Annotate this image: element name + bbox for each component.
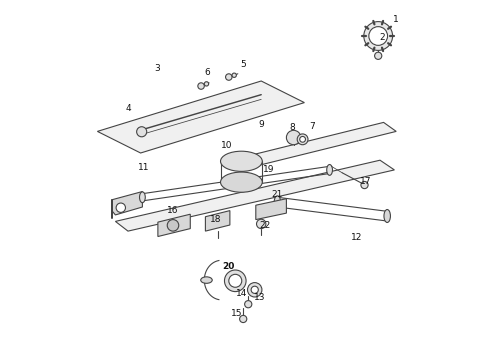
Ellipse shape: [220, 151, 262, 171]
Circle shape: [116, 203, 125, 212]
Text: 5: 5: [240, 60, 246, 69]
Text: 17: 17: [360, 177, 371, 186]
Circle shape: [198, 83, 204, 89]
Circle shape: [369, 27, 388, 45]
Text: 4: 4: [125, 104, 131, 113]
Circle shape: [361, 181, 368, 189]
Ellipse shape: [327, 165, 333, 175]
Circle shape: [364, 22, 392, 50]
Text: 10: 10: [221, 141, 233, 150]
Text: 21: 21: [272, 190, 283, 199]
Text: 20: 20: [222, 262, 235, 271]
Text: 22: 22: [259, 220, 270, 230]
Text: 12: 12: [351, 233, 362, 242]
Circle shape: [286, 130, 301, 145]
Text: 19: 19: [263, 165, 274, 174]
Polygon shape: [256, 199, 286, 220]
Text: 14: 14: [236, 289, 247, 298]
Text: 18: 18: [210, 215, 222, 224]
Ellipse shape: [220, 172, 262, 192]
Text: 16: 16: [167, 206, 179, 215]
Ellipse shape: [140, 192, 145, 203]
Circle shape: [232, 73, 236, 77]
Circle shape: [300, 136, 305, 142]
Circle shape: [240, 315, 247, 323]
Circle shape: [224, 270, 246, 292]
Circle shape: [137, 127, 147, 137]
Circle shape: [245, 301, 252, 308]
Circle shape: [297, 134, 308, 145]
Text: 13: 13: [254, 292, 265, 302]
Polygon shape: [231, 122, 396, 169]
Polygon shape: [205, 211, 230, 231]
Polygon shape: [158, 214, 190, 237]
Ellipse shape: [274, 196, 281, 209]
Circle shape: [257, 219, 266, 229]
Circle shape: [374, 52, 382, 59]
Polygon shape: [112, 192, 143, 215]
Circle shape: [167, 220, 179, 231]
Text: 15: 15: [231, 309, 243, 318]
Ellipse shape: [384, 210, 391, 222]
Text: 1: 1: [393, 15, 399, 24]
Circle shape: [229, 274, 242, 287]
Text: 7: 7: [309, 122, 315, 131]
Ellipse shape: [201, 277, 212, 283]
Circle shape: [225, 74, 232, 80]
Text: 11: 11: [139, 163, 150, 172]
Circle shape: [247, 283, 262, 297]
Text: 2: 2: [379, 33, 385, 42]
Text: 3: 3: [154, 64, 160, 73]
Polygon shape: [116, 160, 394, 231]
Text: 9: 9: [258, 120, 264, 129]
Polygon shape: [98, 81, 304, 153]
Circle shape: [251, 286, 258, 293]
Text: 6: 6: [204, 68, 210, 77]
Text: 8: 8: [289, 123, 294, 132]
Circle shape: [204, 82, 209, 86]
